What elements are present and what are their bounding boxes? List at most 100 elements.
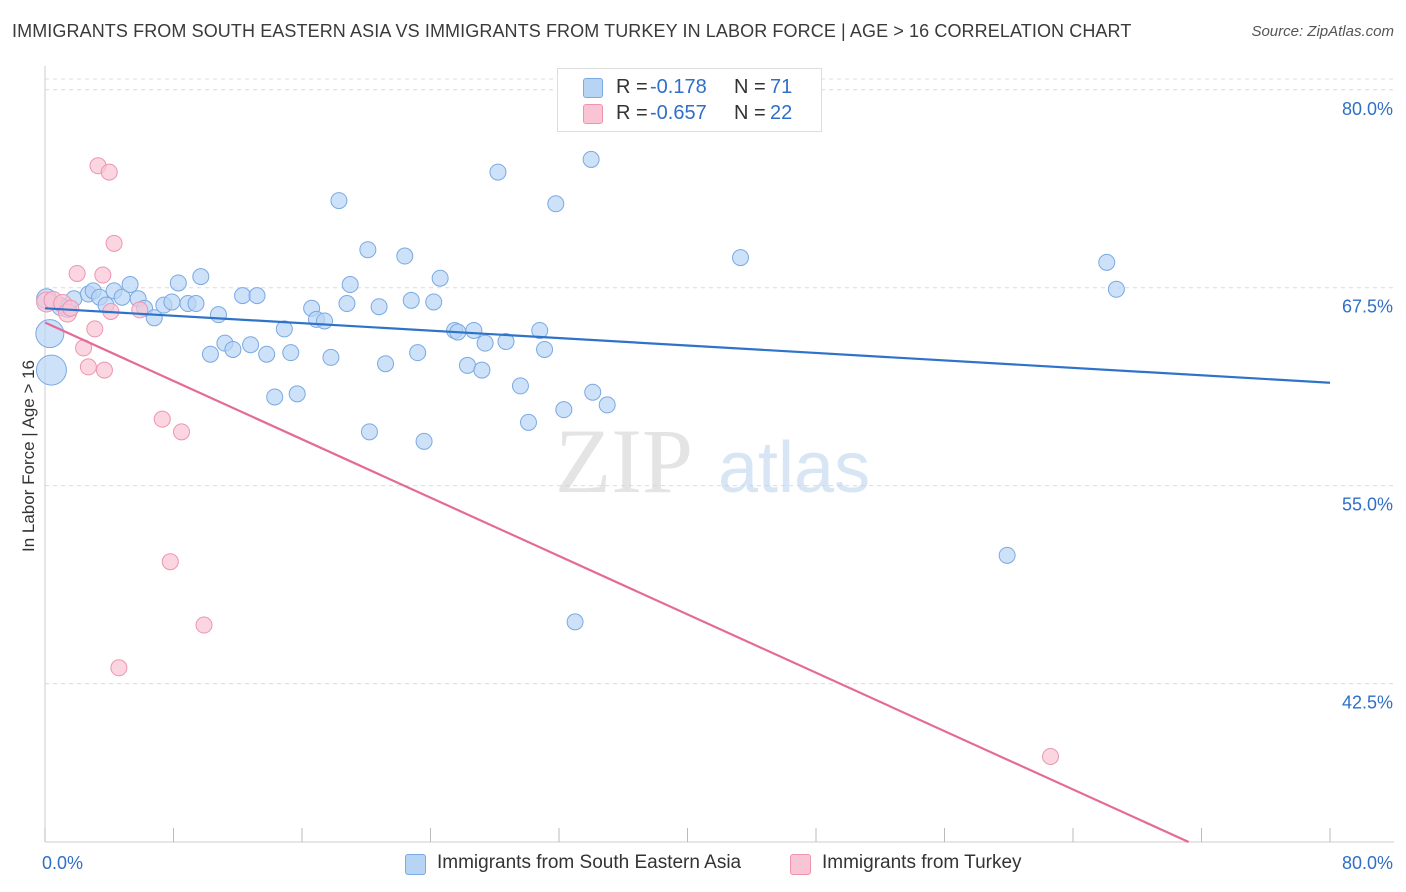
y-axis-label: In Labor Force | Age > 16 — [19, 360, 38, 552]
sea-point — [338, 295, 356, 313]
bottom-legend-label-sea: Immigrants from South Eastern Asia — [437, 852, 742, 873]
sea-point — [1107, 280, 1125, 298]
sea-point — [473, 361, 491, 379]
x-tick-label: 80.0% — [1342, 853, 1393, 873]
sea-point — [547, 195, 565, 213]
legend-n-value: 71 — [770, 76, 793, 98]
sea-point — [121, 276, 139, 294]
x-tick-label: 0.0% — [42, 853, 83, 873]
sea-point — [402, 291, 420, 309]
sea-trend-line — [44, 307, 1331, 384]
sea-point — [409, 344, 427, 362]
sea-point — [1098, 253, 1116, 271]
watermark-atlas: atlas — [718, 428, 870, 508]
sea-point — [396, 247, 414, 265]
y-tick-label: 80.0% — [1342, 99, 1393, 119]
sea-point — [531, 321, 549, 339]
bottom-legend-label-turkey: Immigrants from Turkey — [822, 852, 1022, 873]
bottom-legend-swatch-turkey — [790, 854, 811, 875]
sea-point — [370, 298, 388, 316]
sea-point — [377, 355, 395, 373]
points-layer — [35, 150, 1125, 765]
sea-point — [35, 354, 67, 386]
turkey-point — [94, 266, 112, 284]
sea-point — [275, 320, 293, 338]
turkey-point — [100, 163, 118, 181]
sea-point — [497, 333, 515, 351]
sea-point — [266, 388, 284, 406]
sea-point — [489, 163, 507, 181]
sea-point — [330, 192, 348, 210]
sea-point — [209, 306, 227, 324]
y-tick-label: 55.0% — [1342, 495, 1393, 515]
sea-point — [258, 345, 276, 363]
sea-point — [234, 287, 252, 305]
sea-point — [315, 312, 333, 330]
turkey-point — [173, 423, 191, 441]
turkey-point — [86, 320, 104, 338]
sea-point — [476, 334, 494, 352]
sea-point — [465, 321, 483, 339]
sea-point — [511, 377, 529, 395]
sea-point — [169, 274, 187, 292]
sea-point — [288, 385, 306, 403]
legend-n-label: N = — [734, 76, 766, 98]
turkey-trend-line — [44, 321, 1190, 844]
sea-point — [431, 269, 449, 287]
sea-point — [224, 340, 242, 358]
sea-point — [201, 345, 219, 363]
sea-point — [282, 344, 300, 362]
turkey-point — [62, 299, 80, 317]
source-label: Source: ZipAtlas.com — [1251, 23, 1394, 40]
turkey-point — [131, 301, 149, 319]
stats-legend: R = -0.178 N = 71 R = -0.657 N = 22 — [557, 68, 822, 132]
turkey-point — [95, 361, 113, 379]
legend-swatch-turkey — [583, 104, 603, 124]
chart-title: IMMIGRANTS FROM SOUTH EASTERN ASIA VS IM… — [12, 21, 1132, 41]
turkey-point — [153, 410, 171, 428]
legend-swatch-sea — [583, 78, 603, 98]
sea-point — [341, 276, 359, 294]
sea-point — [322, 348, 340, 366]
turkey-point — [161, 553, 179, 571]
turkey-point — [105, 234, 123, 252]
turkey-point — [195, 616, 213, 634]
axis-layer: 42.5% 55.0% 67.5% 80.0% 0.0% 80.0% — [42, 66, 1394, 873]
sea-point — [187, 295, 205, 313]
grid-layer — [45, 78, 1394, 685]
sea-point — [732, 249, 750, 267]
sea-point — [192, 268, 210, 286]
turkey-point — [68, 264, 86, 282]
sea-point — [359, 241, 377, 259]
sea-point — [555, 401, 573, 419]
sea-point — [415, 432, 433, 450]
sea-point — [582, 150, 600, 168]
legend-n-label: N = — [734, 102, 766, 124]
sea-point — [360, 423, 378, 441]
sea-point — [566, 613, 584, 631]
sea-point — [248, 287, 266, 305]
trend-layer — [44, 307, 1331, 844]
legend-r-label: R = — [616, 102, 648, 124]
turkey-point — [79, 358, 97, 376]
sea-point — [35, 319, 65, 349]
y-tick-label: 67.5% — [1342, 297, 1393, 317]
sea-point — [584, 383, 602, 401]
sea-point — [458, 356, 476, 374]
sea-point — [536, 340, 554, 358]
sea-point — [998, 546, 1016, 564]
turkey-point — [110, 659, 128, 677]
sea-point — [242, 336, 260, 354]
sea-point — [425, 293, 443, 311]
legend-r-value: -0.178 — [650, 76, 707, 98]
sea-point — [598, 396, 616, 414]
sea-point — [519, 413, 537, 431]
sea-point — [163, 293, 181, 311]
turkey-point — [1042, 747, 1060, 765]
bottom-legend-swatch-sea — [405, 854, 426, 875]
y-tick-label: 42.5% — [1342, 693, 1393, 713]
legend-n-value: 22 — [770, 102, 793, 124]
watermark-zip: ZIP — [555, 410, 693, 512]
legend-r-value: -0.657 — [650, 102, 707, 124]
